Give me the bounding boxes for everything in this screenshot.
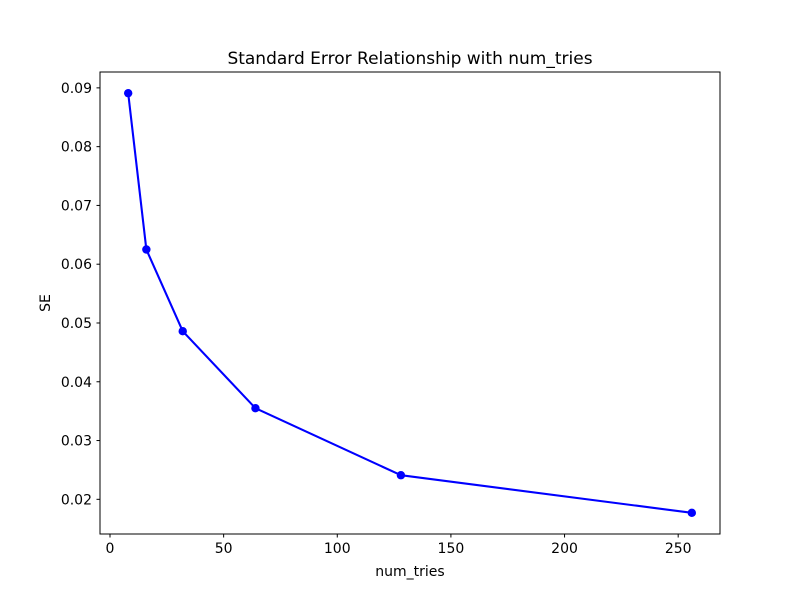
data-line [127, 92, 693, 514]
data-point [123, 88, 133, 98]
data-point [396, 471, 406, 480]
data-point [178, 327, 187, 336]
x-tick-label: 100 [324, 541, 351, 557]
y-tick-label: 0.05 [61, 316, 92, 332]
y-tick-label: 0.02 [61, 492, 92, 508]
y-tick-label: 0.04 [61, 375, 92, 391]
x-tick-label: 50 [215, 541, 233, 557]
y-tick-label: 0.03 [61, 434, 92, 450]
y-tick-label: 0.08 [61, 140, 92, 156]
y-tick-label: 0.07 [61, 198, 92, 214]
x-axis-ticks: 0 50 100 150 200 250 [106, 534, 692, 557]
plot-area [99, 71, 721, 535]
y-axis-ticks: 0.02 0.03 0.04 0.05 0.06 0.07 0.08 0.09 [61, 81, 100, 508]
data-point [142, 245, 151, 254]
x-tick-label: 250 [665, 541, 692, 557]
chart-title: Standard Error Relationship with num_tri… [227, 49, 592, 69]
x-tick-label: 0 [106, 541, 115, 557]
data-series [123, 88, 697, 518]
y-axis-label: SE [38, 294, 54, 312]
x-axis-label: num_tries [375, 564, 444, 580]
data-point [687, 508, 697, 518]
y-tick-label: 0.09 [61, 81, 92, 97]
x-tick-label: 200 [551, 541, 578, 557]
x-tick-label: 150 [438, 541, 465, 557]
data-point [251, 404, 260, 413]
y-tick-label: 0.06 [61, 257, 92, 273]
